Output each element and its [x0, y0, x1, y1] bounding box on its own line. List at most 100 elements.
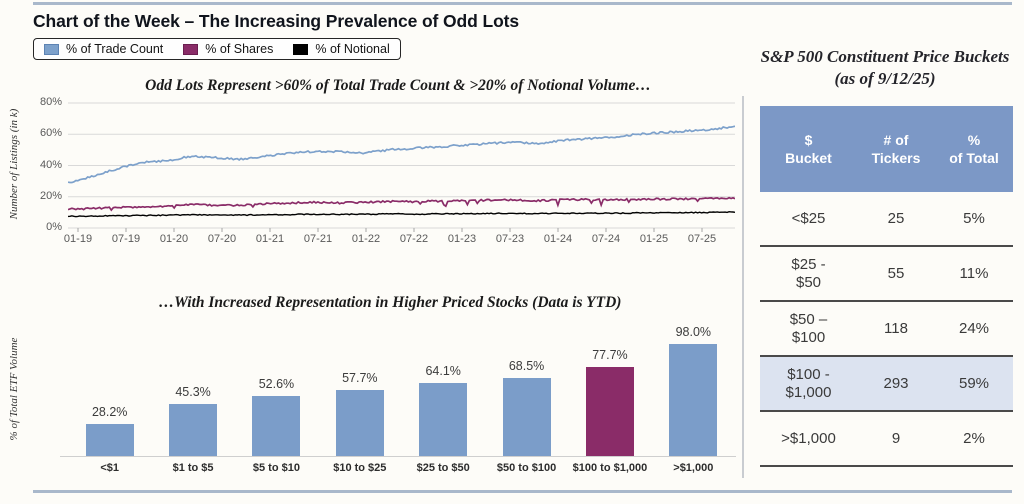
table-row: $100 - $1,000 293 59%: [760, 357, 1013, 412]
y-tick-label: 20%: [39, 189, 62, 202]
table-cell-tickers: 293: [883, 374, 909, 392]
bar-category-label: $100 to $1,000: [572, 462, 648, 474]
table-cell-tickers: 118: [884, 319, 908, 337]
page-title: Chart of the Week – The Increasing Preva…: [33, 11, 520, 31]
bar-chart-category-labels: <$1 $1 to $5 $5 to $10 $10 to $25 $25 to $50…: [68, 462, 735, 474]
table-row: <$25 25 5%: [760, 192, 1013, 247]
table-cell-bucket: $25 - $50: [791, 255, 826, 291]
x-tick-label: 07-24: [591, 233, 621, 245]
bar-cell: 28.2%: [68, 405, 151, 456]
bar-category-label: <$1: [100, 462, 120, 474]
bar-value-label: 45.3%: [175, 385, 211, 399]
line-series-2: [68, 210, 735, 218]
legend-item: % of Trade Count: [44, 42, 163, 56]
bottom-rule: [33, 490, 1012, 493]
table-cell-bucket: <$25: [791, 209, 826, 227]
table-row: $25 - $50 55 11%: [760, 247, 1013, 302]
bar: [335, 390, 384, 456]
chart-legend: % of Trade Count % of Shares % of Notional: [33, 38, 401, 60]
table-cell-pct: 2%: [963, 429, 985, 447]
table-cell-bucket: $100 - $1,000: [785, 365, 832, 401]
bar: [169, 404, 218, 456]
x-tick-label: 01-21: [255, 233, 285, 245]
bar-value-label: 77.7%: [592, 348, 628, 362]
x-tick-label: 01-19: [63, 233, 93, 245]
x-tick-label: 07-23: [495, 233, 525, 245]
line-chart-title: Odd Lots Represent >60% of Total Trade C…: [145, 77, 651, 94]
bar-category-label: $5 to $10: [252, 462, 300, 474]
bar: [419, 383, 468, 456]
bar-value-label: 52.6%: [258, 377, 295, 391]
legend-swatch-icon: [183, 43, 199, 55]
x-tick-label: 01-25: [639, 233, 669, 245]
table-cell-tickers: 55: [887, 264, 905, 282]
y-tick-label: 0%: [46, 221, 62, 233]
x-tick-label: 07-21: [303, 233, 333, 245]
bar-cell: 52.6%: [235, 377, 318, 456]
table-cell-bucket: >$1,000: [781, 429, 836, 447]
y-tick-label: 60%: [39, 127, 62, 140]
table-cell-pct: 59%: [958, 374, 990, 392]
table-header-cell: % of Total: [949, 131, 999, 166]
bar-chart-baseline: [60, 456, 736, 457]
table-cell-tickers: 25: [887, 209, 905, 227]
bar-category-label: $50 to $100: [496, 462, 557, 474]
bar-category-label: $1 to $5: [172, 462, 214, 474]
price-buckets-table: $ Bucket # of Tickers % of Total <$25 25 5% $…: [760, 106, 1013, 467]
bar-chart-plot: 28.2% 45.3% 52.6% 57.7% 64.1% 68.5% 77.7% 98.0%: [68, 314, 735, 456]
bar: [502, 378, 551, 456]
table-header-cell: $ Bucket: [785, 131, 832, 166]
table-cell-pct: 24%: [958, 319, 990, 337]
bar-value-label: 68.5%: [508, 359, 545, 373]
bar-cell: 77.7%: [568, 348, 651, 456]
bar-value-label: 98.0%: [675, 325, 712, 339]
table-cell-pct: 11%: [959, 264, 989, 282]
bar: [85, 424, 134, 456]
x-tick-label: 01-20: [159, 233, 189, 245]
legend-item: % of Notional: [293, 42, 390, 56]
line-chart-x-ticks: 01-19 07-19 01-20 07-20 01-21 07-21 01-22 07-22…: [64, 233, 735, 247]
bar-value-label: 57.7%: [342, 371, 378, 385]
bar-category-label: $25 to $50: [416, 462, 470, 474]
line-series-0: [68, 125, 735, 184]
y-tick-label: 80%: [39, 96, 62, 108]
bar-category-label: $10 to $25: [333, 462, 387, 474]
table-row: $50 – $100 118 24%: [760, 302, 1013, 357]
line-chart-plot: [68, 102, 735, 232]
table-cell-bucket: $50 – $100: [789, 310, 828, 346]
legend-item-label: % of Notional: [315, 42, 390, 56]
bar-chart-y-axis-label: % of Total ETF Volume: [8, 337, 20, 441]
line-series-1: [68, 196, 735, 212]
x-tick-label: 07-19: [111, 233, 141, 245]
x-tick-label: 07-20: [207, 233, 237, 245]
bar-chart-title: …With Increased Representation in Higher…: [158, 294, 622, 311]
legend-item-label: % of Trade Count: [66, 42, 164, 56]
table-row: >$1,000 9 2%: [760, 412, 1013, 467]
bar-cell: 68.5%: [485, 359, 568, 456]
table-header-row: $ Bucket # of Tickers % of Total: [760, 106, 1013, 192]
y-tick-label: 40%: [39, 158, 62, 171]
table-cell-tickers: 9: [891, 429, 901, 447]
table-cell-pct: 5%: [963, 209, 985, 227]
x-tick-label: 01-24: [543, 233, 573, 245]
legend-swatch-icon: [44, 43, 59, 55]
x-tick-label: 01-23: [447, 233, 477, 245]
line-chart-y-axis-label: Number of Listings (in k): [8, 108, 20, 220]
panel-separator: [742, 96, 744, 478]
bar: [585, 367, 634, 456]
bar-category-label: >$1,000: [673, 462, 714, 474]
bar-cell: 45.3%: [151, 385, 234, 456]
x-tick-label: 01-22: [351, 233, 381, 245]
side-table-title: S&P 500 Constituent Price Buckets (as of…: [760, 47, 1010, 89]
legend-item-label: % of Shares: [205, 42, 274, 56]
bar-cell: 98.0%: [652, 325, 735, 456]
bar: [252, 396, 301, 456]
legend-item: % of Shares: [183, 42, 273, 56]
legend-swatch-icon: [293, 43, 309, 55]
bar: [669, 344, 718, 456]
bar-value-label: 64.1%: [425, 364, 461, 378]
x-tick-label: 07-22: [399, 233, 429, 245]
bar-cell: 64.1%: [402, 364, 485, 456]
bar-value-label: 28.2%: [91, 405, 128, 419]
